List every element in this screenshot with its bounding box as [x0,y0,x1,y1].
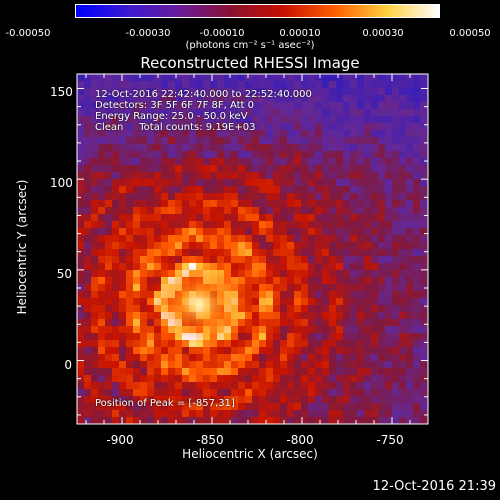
info-energy-range: Energy Range: 25.0 - 50.0 keV [95,111,248,122]
plot-timestamp: 12-Oct-2016 21:39 [372,479,496,494]
colorbar-units: (photons cm⁻² s⁻¹ asec⁻²) [185,40,315,51]
y-tick-label: 50 [56,267,72,281]
x-tick-label: -750 [376,433,404,447]
info-time-range: 12-Oct-2016 22:42:40.000 to 22:52:40.000 [95,89,312,100]
colorbar-tick: -0.00050 [5,28,51,39]
x-tick-label: -800 [286,433,314,447]
colorbar-tick: 0.00010 [279,28,321,39]
plot-frame [76,73,429,425]
peak-emission [151,264,248,345]
x-tick-label: -850 [196,433,224,447]
y-tick-label: 100 [50,176,73,190]
y-tick-label: 150 [50,85,73,99]
info-peak-position: Position of Peak = [-857,31] [95,398,235,409]
x-tick-label: -900 [106,433,134,447]
x-axis-label: Heliocentric X (arcsec) [182,447,318,461]
colorbar [75,4,440,18]
colorbar-tick: -0.00030 [125,28,171,39]
colorbar-tick: 0.00030 [362,28,404,39]
y-axis-label: Heliocentric Y (arcsec) [15,179,29,315]
info-detectors: Detectors: 3F 5F 6F 7F 8F, Att 0 [95,100,255,111]
axis-ticks [77,74,429,424]
colorbar-tick: 0.00050 [449,28,491,39]
y-tick-label: 0 [64,358,72,372]
colorbar-tick: -0.00010 [199,28,245,39]
info-clean-counts: Clean Total counts: 9.19E+03 [95,122,256,133]
chart-title: Reconstructed RHESSI Image [140,54,360,72]
